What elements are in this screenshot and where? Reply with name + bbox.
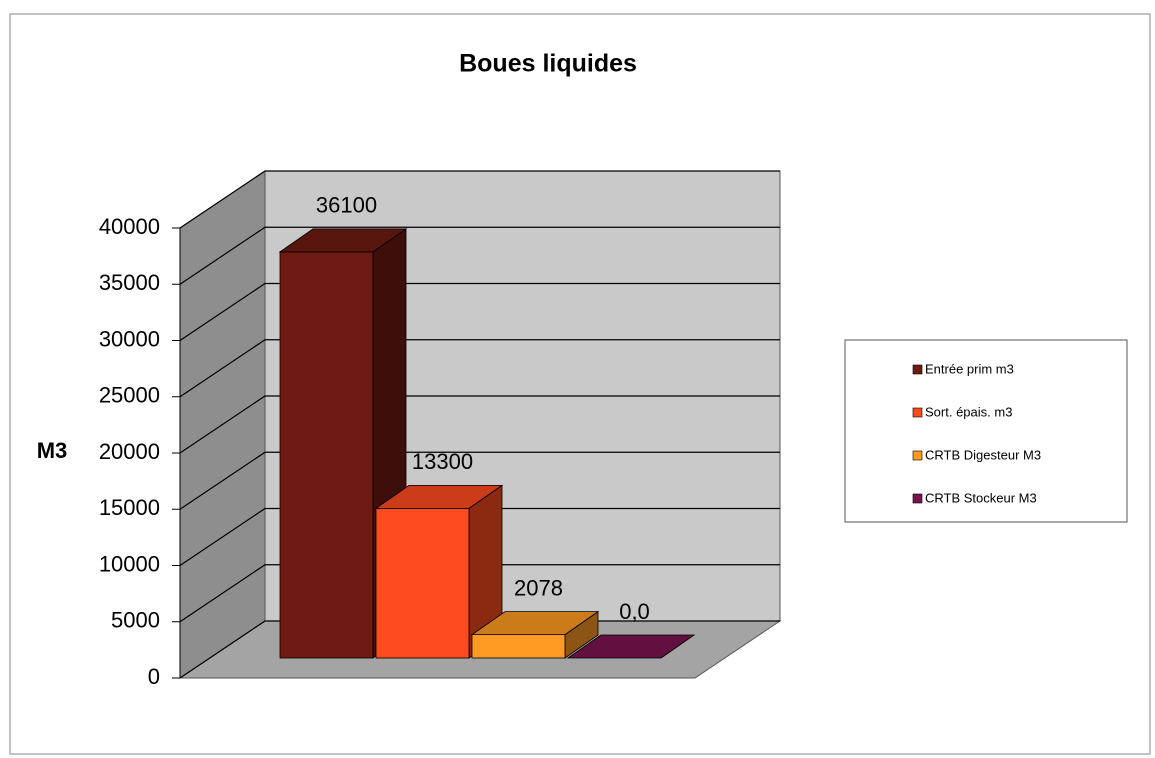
- legend-swatch: [912, 407, 923, 418]
- legend-swatch: [912, 364, 923, 375]
- y-axis-label: M3: [37, 438, 68, 463]
- data-label: 2078: [514, 575, 563, 600]
- grid-line: [179, 564, 780, 623]
- legend-label: CRTB Stockeur M3: [925, 490, 1037, 505]
- legend-label: CRTB Digesteur M3: [925, 447, 1041, 462]
- data-label: 36100: [316, 193, 377, 218]
- y-tick-label: 20000: [99, 439, 160, 464]
- bar-top: [278, 228, 408, 253]
- grid-line: [179, 170, 780, 229]
- legend-swatch: [912, 493, 923, 504]
- y-tick-label: 30000: [99, 326, 160, 351]
- legend-label: Sort. épais. m3: [925, 404, 1012, 419]
- y-tick-label: 25000: [99, 383, 160, 408]
- y-tick-label: 0: [148, 664, 160, 689]
- grid-line: [179, 451, 780, 510]
- grid-line: [179, 620, 780, 679]
- bar-top: [470, 611, 600, 636]
- y-tick-label: 35000: [99, 270, 160, 295]
- legend-swatch: [912, 450, 923, 461]
- data-label: 13300: [412, 449, 473, 474]
- legend-label: Entrée prim m3: [925, 361, 1014, 376]
- bar: [375, 507, 470, 659]
- y-tick-label: 5000: [111, 608, 160, 633]
- grid-line: [179, 339, 780, 398]
- grid-line: [179, 226, 780, 285]
- grid-line: [179, 507, 780, 566]
- bar: [279, 251, 374, 659]
- bar-top: [566, 634, 696, 659]
- data-label: 0,0: [619, 599, 650, 624]
- bar-top: [374, 484, 504, 509]
- grid-line: [179, 395, 780, 454]
- chart-title: Boues liquides: [459, 50, 637, 78]
- y-tick-label: 10000: [99, 551, 160, 576]
- bar: [471, 634, 566, 659]
- grid-line: [179, 282, 780, 341]
- y-tick-label: 40000: [99, 214, 160, 239]
- y-tick-label: 15000: [99, 495, 160, 520]
- legend-box: [844, 339, 1128, 523]
